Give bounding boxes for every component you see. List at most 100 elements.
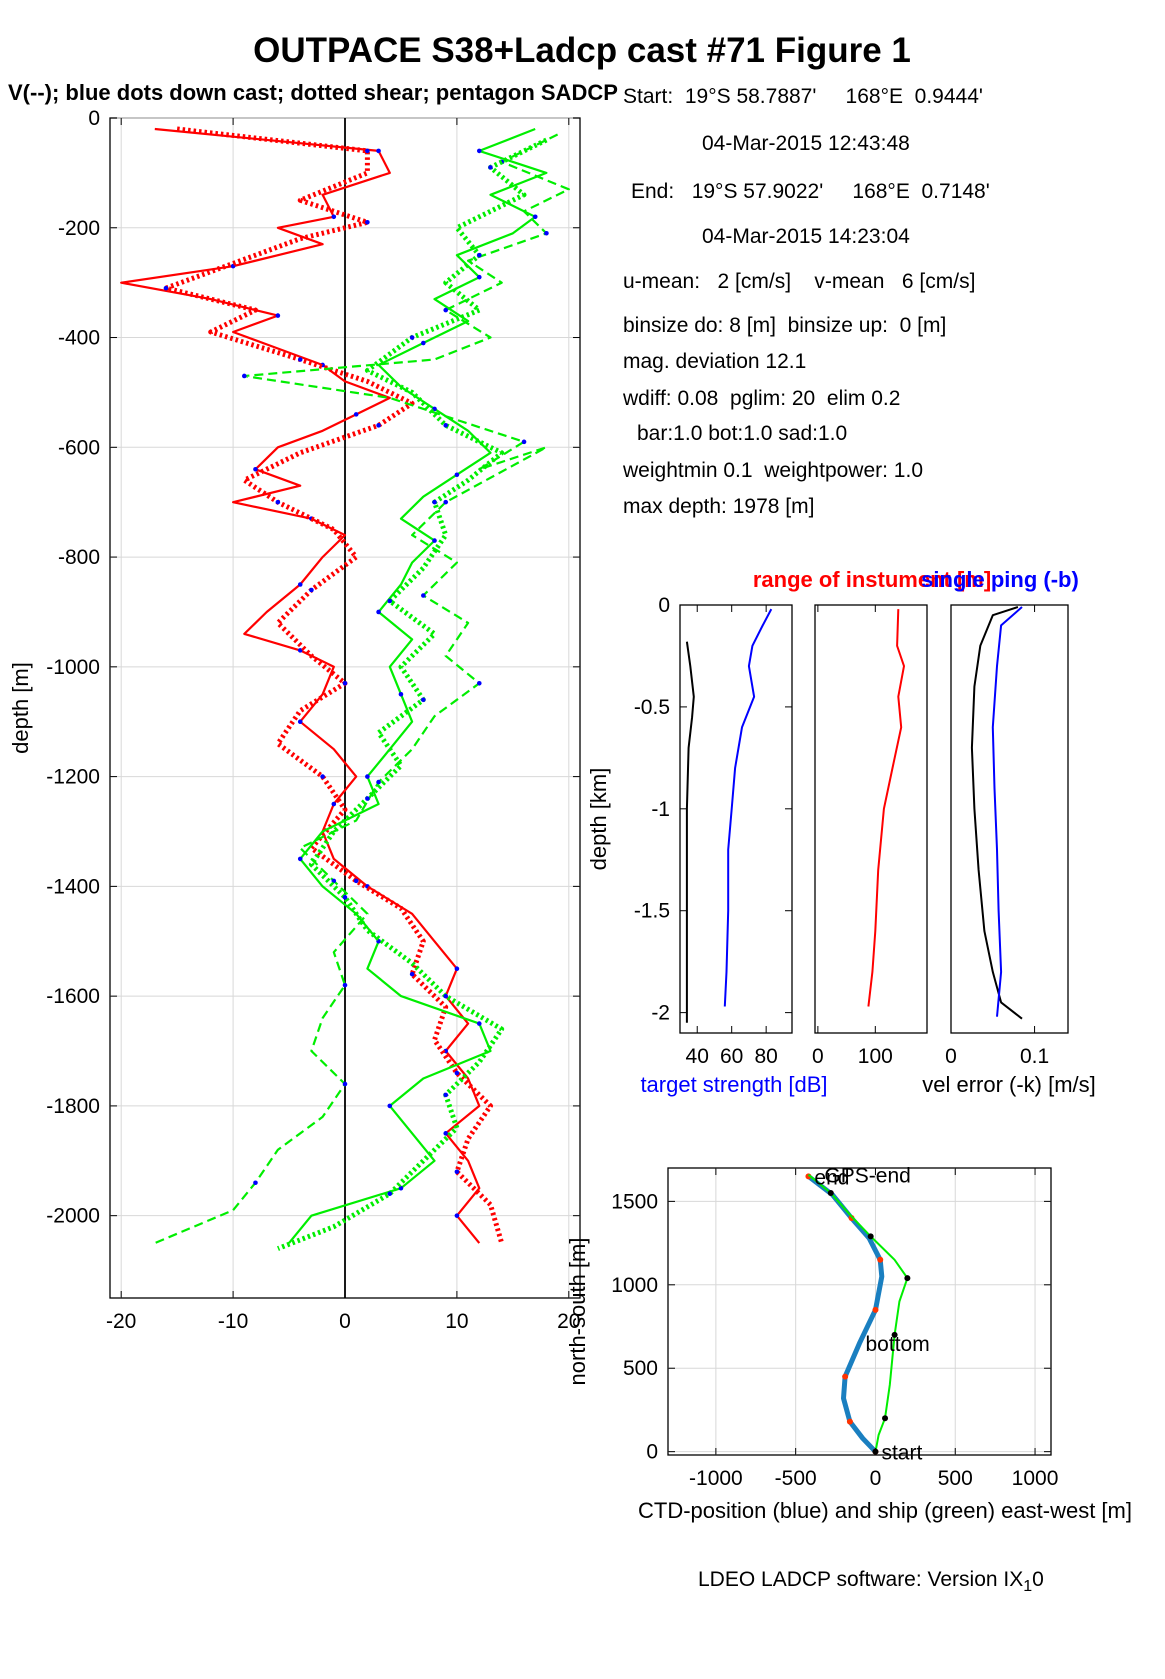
target-strength-panel: 40 60 80 0 -0.5 -1 -1.5 -2 depth [km] target stre… xyxy=(586,594,828,1097)
downcast-dot xyxy=(376,148,381,154)
y-tick-label: -800 xyxy=(58,546,100,569)
info-weights: bar:1.0 bot:1.0 sad:1.0 xyxy=(637,422,847,445)
downcast-dot xyxy=(454,1070,460,1076)
vel-error-panel: 0 0.1 vel error (-k) [m/s] single ping (-b) xyxy=(921,567,1096,1097)
y-tick-label: 0 xyxy=(88,107,100,130)
y-tick-label: -1800 xyxy=(46,1095,100,1118)
y-tick-label: -2 xyxy=(651,1002,670,1025)
series-green-solid-2 xyxy=(288,127,548,1244)
panel-frame xyxy=(679,604,793,1034)
track-marker xyxy=(872,1306,879,1313)
y-tick-label: -2000 xyxy=(46,1205,100,1228)
downcast-dot xyxy=(443,423,449,428)
downcast-dot xyxy=(432,499,437,505)
downcast-dot xyxy=(409,335,415,340)
downcast-dot xyxy=(309,587,314,593)
y-tick-label: -600 xyxy=(58,436,100,459)
track-label: end xyxy=(814,1166,849,1189)
track-label: GPS-end xyxy=(824,1165,910,1188)
series-group xyxy=(970,606,1023,1020)
downcast-dot xyxy=(331,801,337,807)
downcast-dot xyxy=(342,681,348,686)
series-group xyxy=(685,608,773,1023)
panel-frame xyxy=(667,1167,1052,1456)
x-axis-label: CTD-position (blue) and ship (green) eas… xyxy=(638,1498,1132,1523)
downcast-dot xyxy=(376,609,381,615)
info-start: Start: 19°S 58.7887' 168°E 0.9444' xyxy=(623,85,983,108)
downcast-dot xyxy=(421,593,426,598)
downcast-dot xyxy=(253,1180,258,1186)
downcast-dot xyxy=(454,472,460,478)
y-axis-label: north-south [m] xyxy=(565,1238,590,1386)
info-binsize: binsize do: 8 [m] binsize up: 0 [m] xyxy=(623,314,946,337)
downcast-dot xyxy=(297,582,303,587)
software-sub: 1 xyxy=(1023,1578,1033,1596)
downcast-dot xyxy=(421,697,426,703)
x-tick-label: 0 xyxy=(945,1045,957,1068)
figure-subtitle: V(--); blue dots down cast; dotted shear… xyxy=(8,80,618,105)
info-start-time: 04-Mar-2015 12:43:48 xyxy=(702,132,910,155)
downcast-dot xyxy=(342,982,348,988)
downcast-dot xyxy=(275,499,281,505)
x-tick-label: -500 xyxy=(775,1467,817,1490)
downcast-dot xyxy=(454,1169,460,1175)
x-tick-label: 60 xyxy=(720,1045,743,1068)
y-tick-label: 0 xyxy=(658,594,670,617)
series-black-line-0 xyxy=(970,606,1023,1020)
downcast-dot xyxy=(443,307,449,313)
info-weightmin: weightmin 0.1 weightpower: 1.0 xyxy=(622,459,923,482)
y-tick-label: -1.5 xyxy=(634,900,670,923)
series-group xyxy=(805,1173,911,1455)
track-marker xyxy=(842,1373,849,1380)
y-tick-label: -1400 xyxy=(46,875,100,898)
downcast-dot xyxy=(443,1092,449,1098)
series-blue-line-0 xyxy=(723,608,773,1007)
downcast-dot xyxy=(365,774,370,779)
track-marker xyxy=(891,1331,898,1338)
downcast-dot xyxy=(454,1213,460,1218)
downcast-dot xyxy=(387,1103,393,1109)
downcast-dot xyxy=(253,466,258,472)
track-label: start xyxy=(881,1442,922,1465)
x-tick-label: 20 xyxy=(557,1310,580,1333)
range-panel: 0 100 range of instument [m] xyxy=(753,567,991,1068)
x-tick-label: 10 xyxy=(445,1310,468,1333)
downcast-dot xyxy=(398,691,404,697)
info-maxdepth: max depth: 1978 [m] xyxy=(623,495,814,518)
x-tick-label: 40 xyxy=(686,1045,709,1068)
downcast-dot xyxy=(353,412,359,417)
downcast-dot xyxy=(241,373,247,379)
downcast-dot xyxy=(443,499,449,505)
series-group xyxy=(867,609,905,1007)
info-means: u-mean: 2 [cm/s] v-mean 6 [cm/s] xyxy=(623,270,975,293)
software-version: LDEO LADCP software: Version IX10 xyxy=(698,1568,1044,1596)
x-tick-label: 80 xyxy=(754,1045,777,1068)
downcast-dot xyxy=(476,274,482,280)
downcast-dot xyxy=(342,1081,348,1087)
downcast-dot xyxy=(320,774,325,779)
panel-frame xyxy=(814,604,928,1034)
y-tick-label: -1200 xyxy=(46,766,100,789)
y-axis-label: depth [km] xyxy=(586,768,611,871)
x-tick-label: 0 xyxy=(812,1045,824,1068)
y-tick-label: -400 xyxy=(58,327,100,350)
series-green-dashed-3 xyxy=(154,133,570,1245)
downcast-dot xyxy=(421,340,426,346)
panel-title: single ping (-b) xyxy=(921,567,1079,592)
x-tick-label: 0 xyxy=(339,1310,351,1333)
info-wdiff: wdiff: 0.08 pglim: 20 elim 0.2 xyxy=(622,387,900,410)
series-group xyxy=(120,126,570,1251)
software-label: LDEO LADCP software: Version IX xyxy=(698,1568,1024,1591)
downcast-dot xyxy=(454,966,460,971)
downcast-dot xyxy=(297,357,303,362)
downcast-dot xyxy=(297,856,303,862)
velocity-panel: -20 -10 0 10 20 0 -200 -400 -600 -800 -1000 -1200 -1… xyxy=(8,107,581,1333)
track-marker xyxy=(882,1415,889,1422)
downcast-dot xyxy=(365,796,370,801)
downcast-dot xyxy=(376,779,381,785)
downcast-dot xyxy=(476,148,482,154)
x-tick-label: 500 xyxy=(938,1467,973,1490)
x-tick-label: 0.1 xyxy=(1020,1045,1049,1068)
info-end-time: 04-Mar-2015 14:23:04 xyxy=(702,225,910,248)
